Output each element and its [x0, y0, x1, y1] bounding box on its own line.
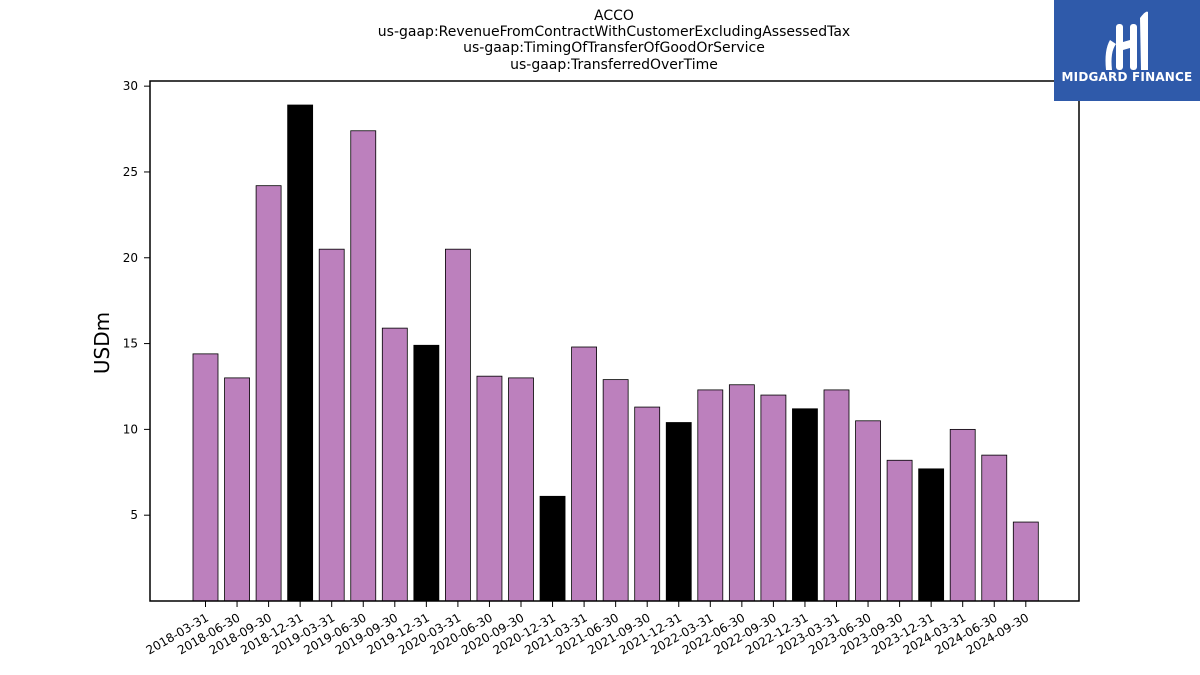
- y-tick-label: 20: [123, 251, 138, 265]
- bar-2023-12-31: [918, 468, 945, 602]
- y-tick-label: 25: [123, 165, 138, 179]
- bar-2021-09-30: [634, 406, 661, 602]
- bar-2023-03-31: [823, 389, 850, 602]
- bar-2021-12-31: [665, 422, 692, 602]
- bar-2018-12-31: [287, 104, 314, 602]
- chart-title-line-4: us-gaap:TransferredOverTime: [510, 57, 718, 73]
- chart-title-line-2: us-gaap:RevenueFromContractWithCustomerE…: [378, 24, 850, 40]
- chart-title: ACCO us-gaap:RevenueFromContractWithCust…: [378, 8, 850, 73]
- y-tick-label: 10: [123, 422, 138, 436]
- y-axis: 5 10 15 20 25 30: [123, 79, 150, 522]
- bar-2022-09-30: [760, 394, 787, 602]
- bar-2024-06-30: [981, 454, 1008, 602]
- y-tick-label: 5: [130, 508, 138, 522]
- x-axis: 2018-03-312018-06-302018-09-302018-12-31…: [144, 601, 1031, 657]
- bar-2023-06-30: [855, 420, 881, 602]
- bar-2019-12-31: [413, 344, 440, 602]
- brand-logo: MIDGARD FINANCE: [1054, 0, 1200, 101]
- y-axis-label: USDm: [90, 312, 114, 374]
- bar-2020-06-30: [476, 375, 503, 602]
- bar-2022-03-31: [697, 389, 724, 602]
- bar-2024-09-30: [1012, 521, 1039, 602]
- bars-group: [192, 104, 1039, 602]
- bar-2022-06-30: [728, 384, 755, 602]
- chart-title-line-3: us-gaap:TimingOfTransferOfGoodOrService: [463, 40, 765, 56]
- logo-mark-icon: [1105, 11, 1148, 71]
- bar-2021-03-31: [571, 346, 597, 602]
- chart-title-line-1: ACCO: [594, 8, 634, 24]
- logo-text: MIDGARD FINANCE: [1061, 70, 1193, 84]
- bar-2019-06-30: [350, 130, 377, 602]
- bar-2020-12-31: [539, 495, 566, 602]
- bar-2018-03-31: [192, 353, 219, 602]
- bar-2020-03-31: [444, 248, 471, 602]
- y-tick-label: 15: [123, 337, 138, 351]
- bar-2020-09-30: [508, 377, 534, 602]
- bar-2023-09-30: [886, 459, 913, 602]
- y-tick-label: 30: [123, 79, 138, 93]
- bar-2019-09-30: [381, 327, 408, 602]
- bar-2021-06-30: [602, 379, 629, 602]
- bar-2019-03-31: [318, 248, 345, 602]
- bar-2022-12-31: [792, 408, 818, 602]
- plot-frame: [149, 80, 1080, 602]
- bar-2018-09-30: [255, 185, 282, 602]
- bar-2018-06-30: [224, 377, 250, 602]
- bar-2024-03-31: [949, 428, 976, 602]
